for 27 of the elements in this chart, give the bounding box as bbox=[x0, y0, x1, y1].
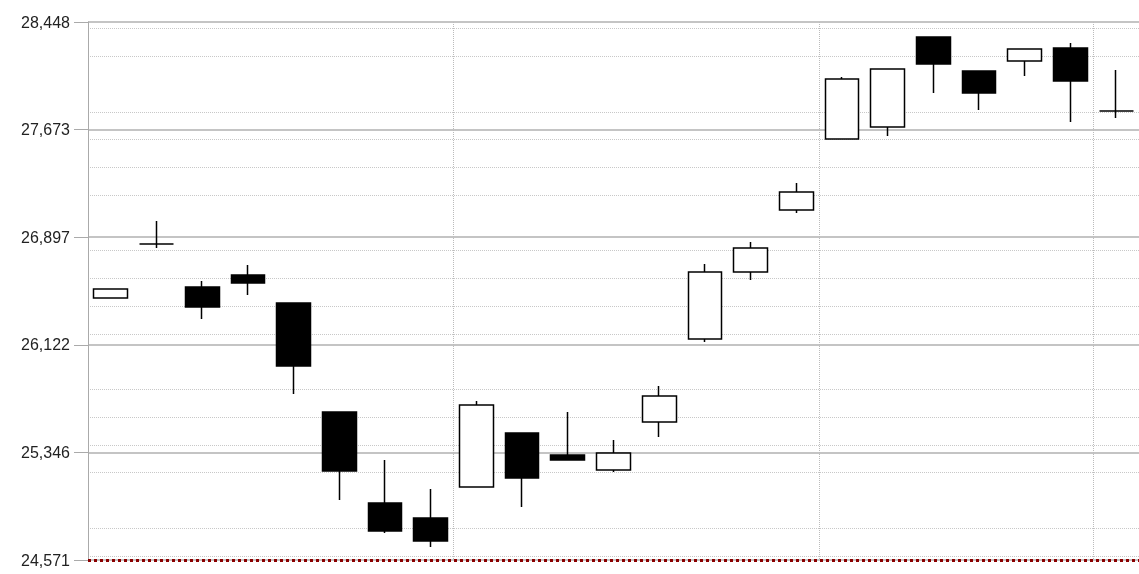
y-tick-label: 25,346 bbox=[21, 443, 71, 461]
candlestick bbox=[778, 182, 815, 214]
candlestick bbox=[1052, 42, 1089, 123]
candlestick bbox=[367, 459, 403, 534]
candlestick bbox=[732, 241, 769, 281]
candlestick bbox=[1006, 48, 1043, 77]
candlestick bbox=[412, 488, 449, 548]
y-tick-label: 26,897 bbox=[21, 228, 71, 246]
candlestick bbox=[230, 264, 266, 296]
candlestick bbox=[504, 432, 540, 508]
candlestick bbox=[824, 76, 860, 140]
candlestick bbox=[915, 36, 952, 94]
y-tick-label: 24,571 bbox=[21, 551, 71, 569]
candlestick bbox=[961, 70, 997, 111]
candlestick bbox=[275, 302, 312, 395]
candlestick bbox=[549, 411, 586, 461]
y-tick-label: 28,448 bbox=[21, 13, 71, 31]
candlestick bbox=[869, 68, 906, 137]
y-tick-label: 26,122 bbox=[21, 336, 71, 354]
candlestick bbox=[184, 280, 221, 320]
candlestick bbox=[92, 288, 129, 299]
candlestick bbox=[595, 439, 632, 473]
candlestick bbox=[321, 411, 358, 501]
candlestick bbox=[458, 400, 495, 488]
candlestick bbox=[687, 263, 723, 343]
y-tick-label: 27,673 bbox=[21, 121, 71, 139]
candlestick bbox=[641, 385, 678, 438]
